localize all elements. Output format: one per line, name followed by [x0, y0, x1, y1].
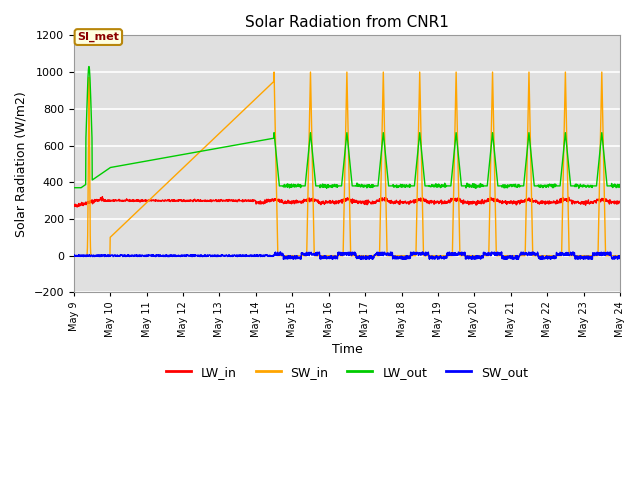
LW_in: [99, 194, 106, 200]
LW_in: [73, 204, 81, 210]
SW_out: [568, 250, 575, 256]
LW_out: [472, 185, 480, 191]
LW_out: [506, 183, 513, 189]
LW_in: [568, 198, 576, 204]
LW_in: [70, 203, 77, 208]
LW_out: [374, 178, 382, 184]
LW_in: [223, 198, 230, 204]
LW_in: [506, 201, 513, 206]
Line: SW_out: SW_out: [74, 252, 620, 259]
LW_out: [363, 183, 371, 189]
SW_in: [616, 253, 623, 259]
LW_out: [568, 183, 576, 189]
Legend: LW_in, SW_in, LW_out, SW_out: LW_in, SW_in, LW_out, SW_out: [161, 361, 533, 384]
SW_in: [363, 253, 371, 259]
SW_out: [583, 254, 591, 260]
LW_in: [363, 200, 371, 205]
SW_out: [506, 254, 513, 260]
SW_in: [568, 253, 575, 259]
LW_in: [616, 199, 623, 205]
SW_in: [374, 253, 382, 259]
SW_in: [506, 253, 513, 259]
LW_in: [375, 198, 383, 204]
SW_out: [616, 253, 623, 259]
Line: SW_in: SW_in: [74, 72, 620, 256]
SW_out: [358, 256, 365, 262]
SW_out: [374, 252, 382, 257]
SW_in: [70, 253, 77, 259]
Text: SI_met: SI_met: [77, 32, 119, 42]
LW_out: [616, 183, 623, 189]
Y-axis label: Solar Radiation (W/m2): Solar Radiation (W/m2): [15, 91, 28, 237]
SW_out: [569, 249, 577, 255]
SW_in: [222, 124, 230, 130]
LW_out: [583, 183, 591, 189]
X-axis label: Time: Time: [332, 343, 362, 356]
Title: Solar Radiation from CNR1: Solar Radiation from CNR1: [245, 15, 449, 30]
SW_out: [222, 252, 230, 258]
Line: LW_out: LW_out: [74, 67, 620, 188]
SW_out: [363, 256, 371, 262]
SW_in: [583, 253, 591, 259]
SW_in: [270, 69, 278, 75]
SW_out: [70, 253, 77, 259]
Line: LW_in: LW_in: [74, 197, 620, 207]
LW_out: [70, 185, 77, 191]
LW_out: [223, 144, 230, 150]
LW_out: [85, 64, 93, 70]
LW_in: [583, 199, 591, 204]
